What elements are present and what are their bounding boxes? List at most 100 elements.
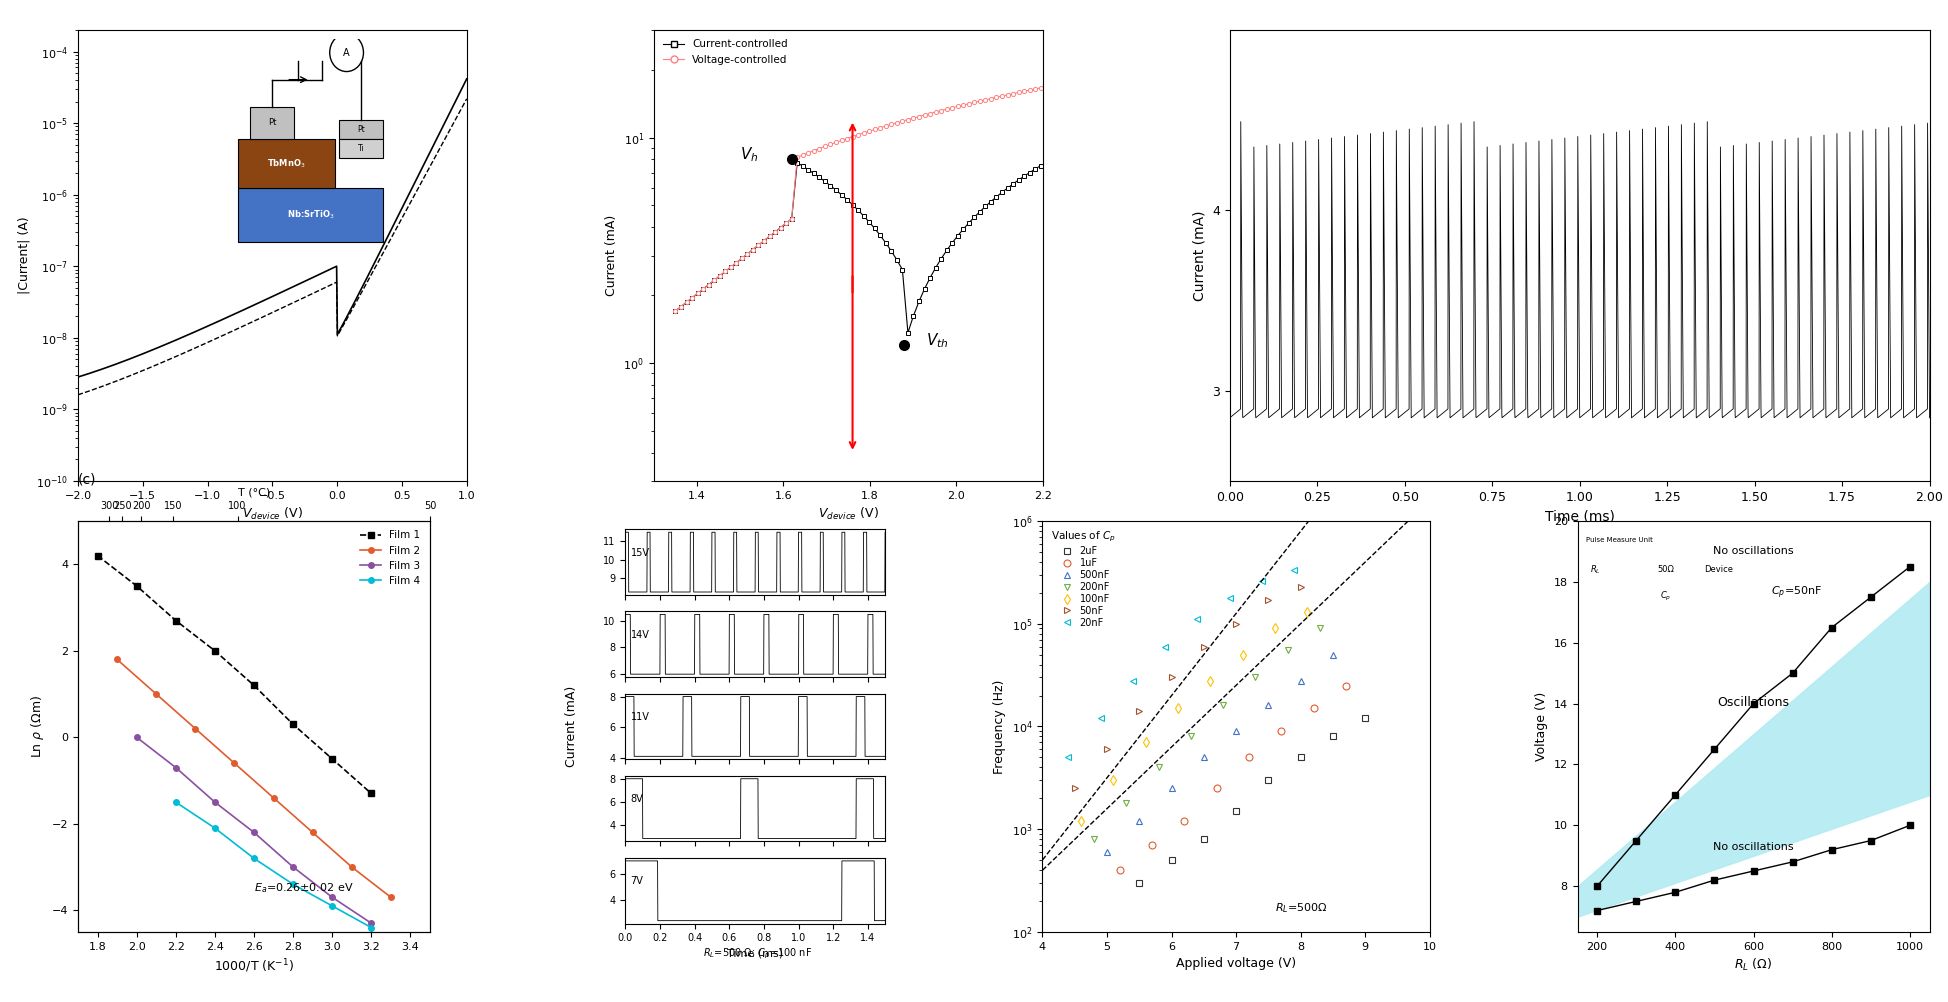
500nF: [1321, 648, 1344, 660]
50nF: [1256, 594, 1280, 606]
Text: $V_{th}$: $V_{th}$: [925, 332, 949, 350]
50nF: [1192, 640, 1216, 652]
Film 3: [203, 797, 226, 809]
200nF: [1179, 730, 1202, 742]
Film 2: [300, 827, 323, 839]
Legend: Film 1, Film 2, Film 3, Film 4: Film 1, Film 2, Film 3, Film 4: [356, 526, 425, 590]
Line: 500nF: 500nF: [1103, 651, 1336, 856]
Y-axis label: Ln $\rho$ ($\Omega$m): Ln $\rho$ ($\Omega$m): [29, 694, 47, 759]
1uF: [1301, 702, 1325, 714]
500nF: [1223, 725, 1247, 737]
Y-axis label: Current (mA): Current (mA): [604, 214, 618, 297]
Legend: 2uF, 1uF, 500nF, 200nF, 100nF, 50nF, 20nF: 2uF, 1uF, 500nF, 200nF, 100nF, 50nF, 20n…: [1046, 526, 1120, 631]
Text: $C_p$=50nF: $C_p$=50nF: [1771, 584, 1821, 601]
500nF: [1288, 674, 1311, 686]
Film 1: [86, 550, 109, 562]
Text: (c): (c): [78, 473, 95, 487]
200nF: [1307, 622, 1330, 634]
100nF: [1069, 815, 1093, 827]
Line: 2uF: 2uF: [1136, 714, 1367, 887]
Film 3: [164, 762, 187, 774]
Film 3: [125, 731, 148, 743]
2uF: [1223, 805, 1247, 817]
2uF: [1128, 877, 1151, 889]
100nF: [1101, 775, 1124, 787]
Legend: Current-controlled, Voltage-controlled: Current-controlled, Voltage-controlled: [658, 35, 791, 69]
Film 3: [281, 861, 304, 873]
Line: 50nF: 50nF: [1071, 583, 1303, 792]
Text: $V_h$: $V_h$: [740, 145, 758, 164]
X-axis label: $V_{device}$ (V): $V_{device}$ (V): [242, 506, 302, 522]
2uF: [1192, 833, 1216, 845]
20nF: [1089, 712, 1112, 724]
50nF: [1062, 783, 1085, 795]
100nF: [1165, 702, 1188, 714]
200nF: [1212, 699, 1235, 711]
Text: $E_a$=0.26±0.02 eV: $E_a$=0.26±0.02 eV: [253, 881, 353, 895]
X-axis label: $V_{device}$ (V): $V_{device}$ (V): [818, 506, 879, 522]
Film 2: [105, 653, 129, 665]
Line: 200nF: 200nF: [1091, 625, 1323, 843]
Film 2: [222, 758, 245, 770]
1uF: [1237, 752, 1260, 764]
Film 1: [125, 580, 148, 592]
2uF: [1321, 730, 1344, 742]
2uF: [1256, 775, 1280, 787]
Film 1: [203, 644, 226, 656]
500nF: [1095, 846, 1118, 858]
200nF: [1243, 671, 1266, 683]
100nF: [1198, 674, 1221, 686]
Y-axis label: |Current| (A): |Current| (A): [18, 216, 31, 295]
Film 1: [360, 788, 384, 800]
20nF: [1056, 752, 1079, 764]
2uF: [1288, 752, 1311, 764]
Film 4: [242, 853, 265, 865]
Film 2: [144, 688, 168, 700]
1uF: [1204, 783, 1227, 795]
50nF: [1288, 580, 1311, 592]
Film 1: [242, 679, 265, 691]
Text: Current (mA): Current (mA): [565, 685, 577, 768]
Film 2: [339, 861, 362, 873]
20nF: [1153, 640, 1177, 652]
Line: 100nF: 100nF: [1077, 608, 1309, 825]
500nF: [1159, 783, 1182, 795]
20nF: [1249, 575, 1272, 587]
1uF: [1108, 864, 1132, 876]
20nF: [1218, 591, 1241, 603]
Line: Film 4: Film 4: [173, 800, 374, 930]
Film 2: [261, 792, 284, 804]
1uF: [1140, 839, 1163, 851]
Line: 1uF: 1uF: [1116, 682, 1348, 874]
Text: No oscillations: No oscillations: [1712, 546, 1792, 556]
1uF: [1268, 725, 1292, 737]
X-axis label: T (°C): T (°C): [238, 488, 271, 498]
50nF: [1159, 671, 1182, 683]
200nF: [1114, 797, 1138, 809]
50nF: [1223, 617, 1247, 630]
Line: 20nF: 20nF: [1064, 567, 1297, 761]
100nF: [1134, 736, 1157, 748]
Film 3: [319, 891, 343, 903]
20nF: [1282, 564, 1305, 576]
Film 3: [242, 827, 265, 839]
20nF: [1184, 613, 1208, 625]
Film 1: [319, 753, 343, 765]
Text: No oscillations: No oscillations: [1712, 842, 1792, 852]
Text: $R_L$=500$\Omega$: $R_L$=500$\Omega$: [1274, 902, 1327, 915]
50nF: [1128, 705, 1151, 717]
1uF: [1332, 679, 1356, 691]
100nF: [1262, 622, 1286, 634]
Film 1: [164, 614, 187, 626]
500nF: [1256, 699, 1280, 711]
100nF: [1295, 606, 1319, 618]
Film 4: [281, 879, 304, 891]
Text: Oscillations: Oscillations: [1716, 696, 1788, 708]
Y-axis label: Current (mA): Current (mA): [1192, 210, 1206, 301]
2uF: [1159, 854, 1182, 866]
Film 4: [319, 900, 343, 912]
200nF: [1145, 762, 1169, 774]
200nF: [1276, 644, 1299, 656]
2uF: [1352, 712, 1375, 724]
500nF: [1128, 815, 1151, 827]
